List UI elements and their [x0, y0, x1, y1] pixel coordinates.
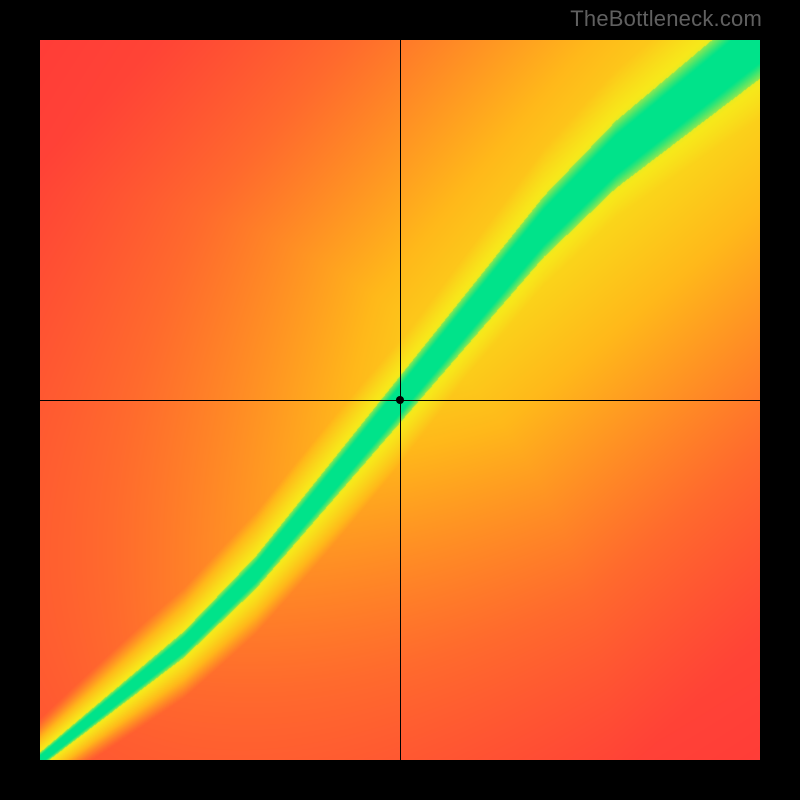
crosshair-center-dot: [396, 396, 404, 404]
watermark-text: TheBottleneck.com: [570, 6, 762, 32]
heatmap-plot: [40, 40, 760, 760]
